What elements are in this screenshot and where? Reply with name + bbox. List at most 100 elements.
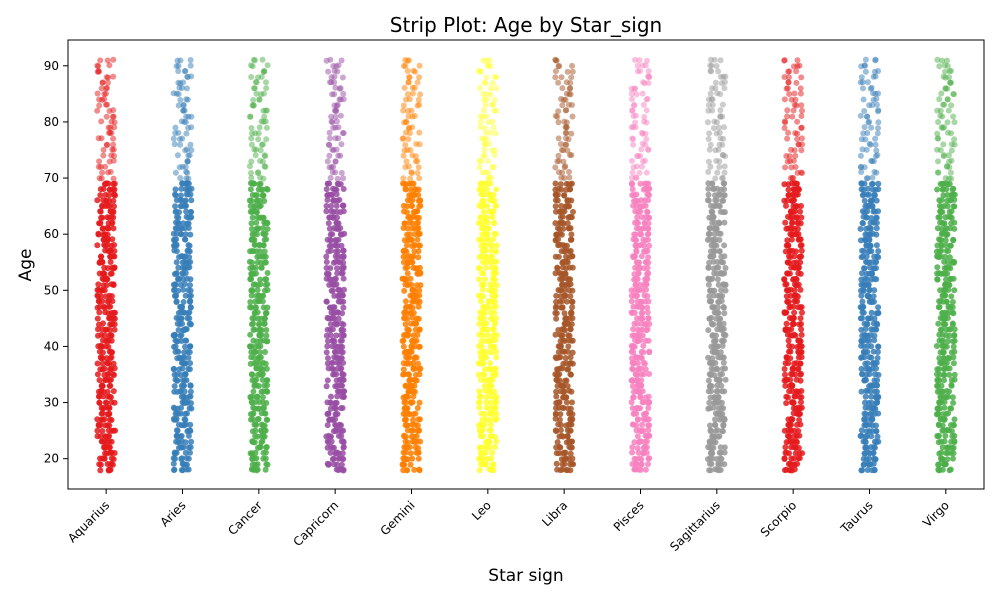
data-point (335, 135, 342, 142)
data-point (645, 399, 652, 406)
data-point (98, 410, 105, 417)
data-point (170, 135, 177, 142)
data-point (714, 90, 721, 97)
data-point (552, 68, 559, 75)
data-point (405, 355, 412, 362)
data-point (639, 163, 645, 170)
data-point (709, 209, 716, 215)
data-point (106, 332, 113, 339)
data-point (948, 349, 955, 356)
data-point (561, 310, 568, 317)
data-point (567, 461, 574, 468)
data-point (406, 387, 413, 394)
data-point (106, 129, 112, 136)
data-point (569, 298, 576, 305)
data-point (712, 197, 719, 204)
data-point (710, 292, 717, 299)
data-point (416, 175, 423, 182)
data-point (565, 405, 572, 412)
data-point (938, 197, 945, 204)
data-point (184, 315, 191, 322)
data-point (950, 354, 957, 361)
data-point (951, 219, 958, 226)
data-point (99, 202, 106, 209)
data-point (406, 130, 413, 137)
data-point (258, 432, 265, 439)
data-point (564, 366, 571, 373)
data-point (950, 444, 957, 451)
data-point (707, 287, 713, 294)
data-point (248, 174, 255, 181)
data-point (482, 264, 489, 271)
data-point (948, 208, 955, 215)
data-point (717, 411, 724, 418)
data-point (248, 74, 255, 80)
data-point (339, 405, 346, 411)
data-point (718, 337, 725, 344)
data-point (104, 57, 111, 64)
data-point (175, 327, 182, 333)
data-point (864, 276, 871, 283)
data-point (555, 108, 562, 115)
data-point (708, 320, 715, 327)
data-point (871, 388, 878, 395)
data-point (561, 327, 568, 334)
data-point (486, 439, 493, 446)
data-point (790, 400, 796, 406)
data-point (174, 348, 181, 355)
data-point (408, 399, 415, 406)
data-point (637, 394, 644, 401)
data-point (187, 287, 194, 294)
data-point (99, 382, 106, 389)
data-point (111, 180, 118, 187)
y-tick-label: 20 (44, 452, 59, 466)
data-point (417, 197, 423, 204)
data-point (629, 192, 636, 199)
data-point (172, 169, 179, 176)
data-point (950, 237, 957, 244)
data-point (402, 141, 409, 148)
data-point (411, 466, 418, 473)
data-point (487, 281, 494, 288)
data-point (101, 455, 107, 462)
data-point (947, 466, 954, 473)
data-point (629, 157, 635, 164)
data-point (94, 360, 101, 367)
data-point (416, 74, 423, 81)
data-point (404, 203, 410, 210)
data-point (98, 118, 105, 125)
data-point (947, 169, 954, 176)
data-point (862, 399, 868, 406)
data-point (411, 438, 418, 445)
data-point (401, 432, 408, 439)
data-point (630, 326, 637, 333)
data-point (338, 461, 345, 468)
y-tick-label: 30 (44, 396, 59, 410)
data-point (252, 427, 259, 434)
data-point (323, 208, 330, 215)
data-point (629, 449, 636, 456)
data-point (781, 57, 788, 64)
data-point (99, 79, 106, 86)
data-point (709, 355, 716, 362)
data-point (401, 309, 408, 316)
data-point (798, 203, 804, 209)
data-point (558, 174, 565, 181)
data-point (186, 343, 193, 350)
data-point (339, 393, 346, 400)
data-point (787, 376, 794, 383)
data-point (859, 467, 866, 474)
data-point (797, 315, 804, 322)
data-point (633, 91, 640, 98)
data-point (180, 460, 187, 467)
data-point (636, 388, 643, 395)
data-point (416, 129, 423, 136)
data-point (781, 366, 788, 372)
data-point (721, 253, 728, 260)
data-point (941, 399, 948, 405)
data-point (796, 455, 803, 462)
data-point (324, 343, 331, 350)
data-point (951, 376, 958, 383)
data-point (248, 292, 255, 299)
x-tick-label-sagittarius: Sagittarius (667, 498, 723, 554)
